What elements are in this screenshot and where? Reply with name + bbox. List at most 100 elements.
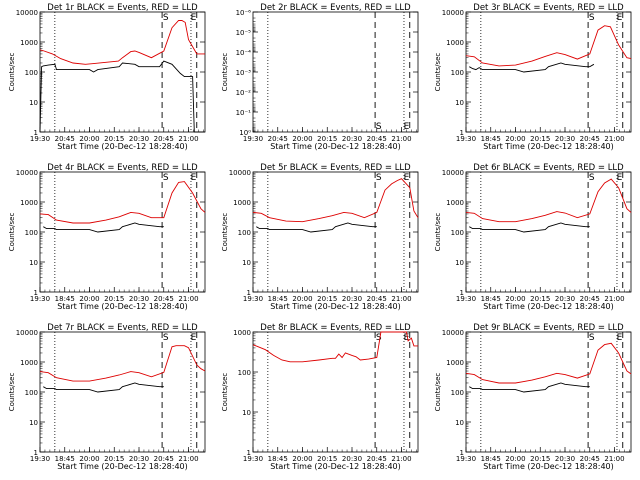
lld-series-line	[252, 331, 418, 363]
panel-title: Det 4r BLACK = Events, RED = LLD	[47, 163, 198, 173]
y-tick-label: 1	[460, 129, 464, 137]
x-tick-label: 20:00	[79, 135, 99, 143]
y-tick-label: 1	[460, 289, 464, 297]
y-tick-label: 1	[247, 289, 251, 297]
y-axis-label: Counts/sec	[434, 213, 442, 252]
lld-series-line	[252, 178, 419, 223]
x-tick-label: 18:45	[481, 135, 501, 143]
x-tick-label: 20:15	[104, 295, 124, 303]
y-axis-label: Counts/sec	[8, 213, 16, 252]
y-tick-label: 1000	[446, 359, 464, 367]
x-tick-label: 20:30	[555, 295, 575, 303]
panel-title: Det 2r BLACK = Events, RED = LLD	[260, 3, 411, 13]
plot-frame	[252, 331, 419, 453]
events-series-line	[469, 222, 590, 233]
x-tick-label: 20:00	[79, 295, 99, 303]
y-tick-label: 100	[238, 229, 251, 237]
x-tick-label: 20:30	[555, 455, 575, 463]
events-series-line	[256, 222, 377, 233]
y-axis-label: Counts/sec	[8, 373, 16, 412]
lld-series-line	[465, 25, 632, 67]
y-tick-label: 10000	[16, 9, 38, 17]
y-tick-label: 10	[242, 409, 251, 417]
y-tick-label: 10⁻⁴	[236, 49, 252, 57]
x-tick-label: 19:30	[30, 135, 50, 143]
x-tick-label: 20:45	[268, 135, 288, 143]
plot-frame	[39, 331, 206, 453]
panel-title: Det 5r BLACK = Events, RED = LLD	[260, 163, 411, 173]
x-tick-label: 21:00	[178, 455, 198, 463]
detector-panel-2: Det 2r BLACK = Events, RED = LLD 10⁻⁶ 10⁻⁵…	[221, 3, 419, 151]
y-tick-label: 10	[455, 419, 464, 427]
x-tick-label: 20:00	[505, 455, 525, 463]
x-tick-label: 20:45	[55, 135, 75, 143]
x-tick-label: 19:30	[456, 455, 476, 463]
x-tick-label: 20:30	[129, 295, 149, 303]
y-tick-label: 10⁻⁶	[236, 9, 252, 17]
flare-end-label: E	[404, 173, 410, 183]
panel-title: Det 6r BLACK = Events, RED = LLD	[473, 163, 624, 173]
plot-frame	[465, 331, 632, 453]
x-tick-label: 20:45	[154, 455, 174, 463]
y-tick-label: 100	[451, 69, 464, 77]
y-tick-label: 1	[34, 289, 38, 297]
y-axis-label: Counts/sec	[221, 213, 229, 252]
y-axis-label: Counts/sec	[434, 373, 442, 412]
lld-series-line	[39, 20, 205, 65]
flare-end-label: E	[191, 13, 197, 23]
x-tick-label: 21:00	[391, 135, 411, 143]
x-axis-label: Start Time (20-Dec-12 18:28:40)	[57, 302, 188, 311]
flare-start-label: S	[376, 173, 382, 183]
events-series-line	[469, 62, 595, 73]
x-tick-label: 20:00	[79, 455, 99, 463]
x-tick-label: 20:15	[317, 455, 337, 463]
flare-end-label: E	[404, 122, 410, 132]
y-tick-label: 10⁻²	[236, 89, 252, 97]
x-tick-label: 20:45	[154, 135, 174, 143]
x-tick-label: 20:30	[129, 135, 149, 143]
y-tick-label: 1	[247, 449, 251, 457]
y-tick-label: 10⁻³	[236, 69, 252, 77]
x-tick-label: 20:15	[530, 135, 550, 143]
x-axis-label: Start Time (20-Dec-12 18:28:40)	[270, 142, 401, 151]
flare-start-label: S	[163, 173, 169, 183]
x-tick-label: 21:00	[178, 295, 198, 303]
y-tick-label: 1	[34, 449, 38, 457]
flare-start-label: S	[163, 333, 169, 343]
detector-panel-1: Det 1r BLACK = Events, RED = LLD 1 10 100 10…	[8, 3, 206, 151]
flare-end-label: E	[617, 333, 623, 343]
x-tick-label: 18:45	[55, 295, 75, 303]
panel-title: Det 9r BLACK = Events, RED = LLD	[473, 323, 624, 333]
flare-end-label: E	[404, 333, 410, 343]
y-tick-label: 10	[29, 419, 38, 427]
x-tick-label: 21:00	[178, 135, 198, 143]
y-tick-label: 10	[455, 99, 464, 107]
y-tick-label: 1000	[20, 199, 38, 207]
x-tick-label: 20:30	[342, 295, 362, 303]
panel-title: Det 1r BLACK = Events, RED = LLD	[47, 3, 198, 13]
x-tick-label: 18:45	[481, 295, 501, 303]
y-tick-label: 1000	[446, 39, 464, 47]
flare-end-label: E	[617, 173, 623, 183]
x-tick-label: 19:30	[243, 135, 263, 143]
lld-series-line	[39, 181, 206, 224]
y-tick-label: 10000	[229, 169, 251, 177]
flare-start-label: S	[163, 13, 169, 23]
flare-end-label: E	[191, 173, 197, 183]
x-tick-label: 19:30	[30, 295, 50, 303]
plot-frame	[39, 11, 206, 133]
detector-panel-4: Det 4r BLACK = Events, RED = LLD 1 10 100 10…	[8, 163, 206, 311]
x-tick-label: 21:00	[391, 455, 411, 463]
y-tick-label: 10000	[16, 169, 38, 177]
x-tick-label: 20:15	[104, 455, 124, 463]
plot-frame	[39, 171, 206, 293]
x-tick-label: 18:45	[268, 455, 288, 463]
x-tick-label: 20:45	[367, 295, 387, 303]
flare-start-label: S	[376, 122, 382, 132]
lld-series-line	[39, 345, 206, 382]
x-tick-label: 20:15	[530, 455, 550, 463]
x-axis-label: Start Time (20-Dec-12 18:28:40)	[483, 142, 614, 151]
x-axis-label: Start Time (20-Dec-12 18:28:40)	[270, 302, 401, 311]
x-axis-label: Start Time (20-Dec-12 18:28:40)	[483, 462, 614, 471]
